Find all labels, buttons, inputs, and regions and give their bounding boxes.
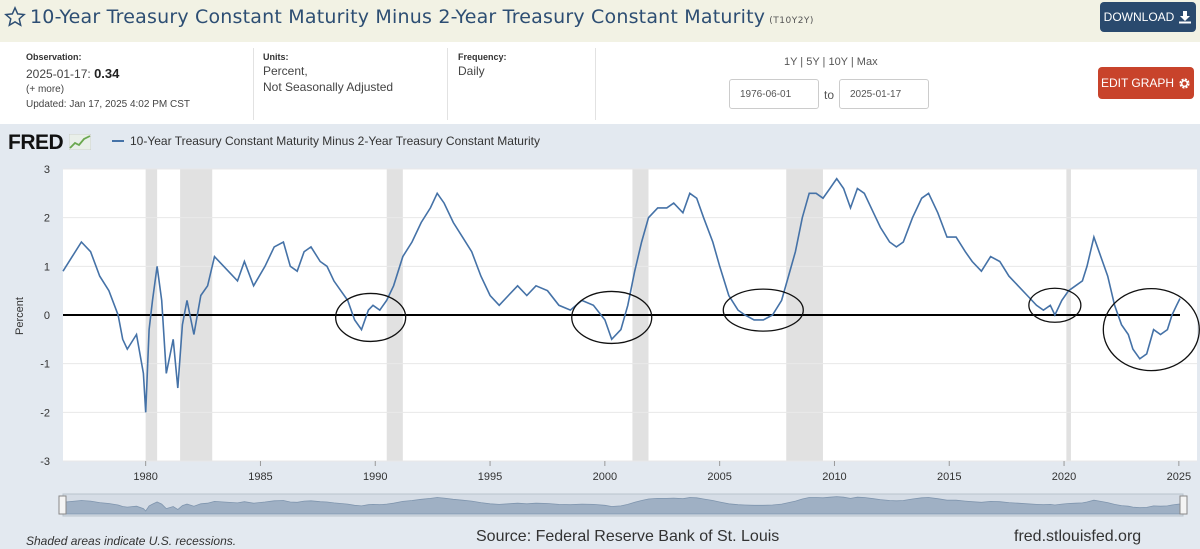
start-date-input[interactable]: 1976-06-01 [729,79,819,109]
x-tick-label: 2025 [1167,471,1191,483]
chart: 3 2 1 0 -1 -2 -3 1980 1985 1990 1995 2000 2005 2010 2… [14,164,1200,517]
navigator-right-handle[interactable] [1179,495,1188,515]
range-navigator[interactable] [58,493,1188,517]
x-tick-label: 2010 [822,471,846,483]
updated-text: Updated: Jan 17, 2025 4:02 PM CST [26,99,190,110]
annotation-circle [1102,287,1200,372]
edit-graph-button[interactable]: EDIT GRAPH [1098,67,1194,99]
date-range-links[interactable]: 1Y | 5Y | 10Y | Max [784,56,878,68]
series-line [62,177,1181,413]
observation-date: 2025-01-17: [26,67,91,81]
y-axis: 3 2 1 0 -1 -2 -3 [40,164,50,468]
y-tick-label: -2 [40,407,50,419]
download-button[interactable]: DOWNLOAD [1100,2,1196,32]
trend-icon [68,133,91,151]
y-tick-label: 3 [44,164,50,176]
recession-note: Shaded areas indicate U.S. recessions. [26,534,237,548]
x-tick-label: 2015 [937,471,961,483]
more-link[interactable]: (+ more) [26,84,65,95]
frequency-value: Daily [458,64,485,78]
series-title-text: 10-Year Treasury Constant Maturity Minus… [30,6,766,28]
y-tick-label: -1 [40,359,50,371]
gridlines [63,168,1197,462]
legend-label: 10-Year Treasury Constant Maturity Minus… [130,134,540,148]
y-tick-label: 2 [44,213,50,225]
divider [447,48,448,120]
annotation-circle [571,290,653,345]
x-tick-label: 2020 [1052,471,1076,483]
navigator-series [62,496,1181,515]
x-tick-label: 1985 [248,471,272,483]
units-line1: Percent, [263,64,308,78]
source-url[interactable]: fred.stlouisfed.org [1014,528,1142,545]
divider [595,48,596,120]
download-label: DOWNLOAD [1103,10,1175,24]
series-id: (T10Y2Y) [769,16,814,26]
x-tick-label: 2000 [593,471,617,483]
annotation-circle [1028,287,1082,323]
fred-logo-text: FRED [8,131,64,154]
legend-swatch [112,140,124,142]
x-tick-label: 1995 [478,471,502,483]
x-tick-label: 1980 [133,471,157,483]
x-axis: 1980 1985 1990 1995 2000 2005 2010 2015 2020 2025 [133,461,1191,483]
star-icon[interactable] [4,6,26,28]
series-title: 10-Year Treasury Constant Maturity Minus… [30,6,814,28]
y-tick-label: 1 [44,261,50,273]
title-bar: 10-Year Treasury Constant Maturity Minus… [0,0,1200,42]
download-icon [1179,11,1192,24]
legend: 10-Year Treasury Constant Maturity Minus… [112,134,540,148]
y-axis-label: Percent [14,297,26,335]
to-label: to [824,88,835,102]
units-label: Units: [263,52,289,62]
x-tick-label: 1990 [363,471,387,483]
fred-logo: FRED [8,131,91,155]
series-info-panel: Observation: 2025-01-17: 0.34 (+ more) U… [0,42,1200,124]
edit-graph-label: EDIT GRAPH [1100,76,1175,90]
hand-drawn-annotations [335,287,1200,372]
x-tick-label: 2005 [707,471,731,483]
observation-label: Observation: [26,52,82,62]
frequency-label: Frequency: [458,52,507,62]
gear-icon [1179,77,1190,89]
y-tick-label: 0 [44,310,50,322]
units-line2: Not Seasonally Adjusted [263,80,394,94]
source-text: Source: Federal Reserve Bank of St. Loui… [476,528,780,545]
navigator-left-handle[interactable] [58,495,67,515]
observation-value: 0.34 [94,66,120,81]
annotation-circle [722,288,804,332]
y-tick-label: -3 [40,456,50,468]
divider [253,48,254,120]
annotation-circle [335,292,407,343]
end-date-input[interactable]: 2025-01-17 [839,79,929,109]
chart-panel: 3 2 1 0 -1 -2 -3 1980 1985 1990 1995 2000 2005 2010 2… [0,124,1200,549]
observation-row: 2025-01-17: 0.34 [26,66,119,81]
